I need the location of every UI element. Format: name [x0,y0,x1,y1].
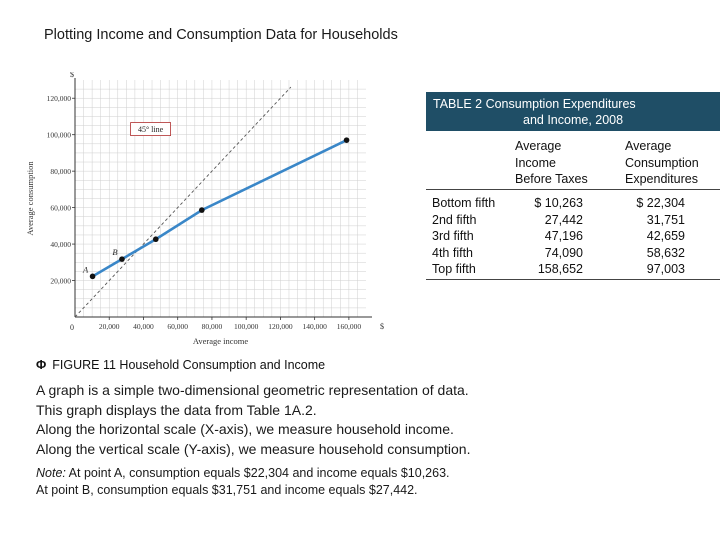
data-series-line [91,138,348,278]
table-cell-consumption: 97,003 [646,262,685,276]
description: A graph is a simple two-dimensional geom… [36,381,471,459]
table-title-line1: TABLE 2 Consumption Expenditures [433,97,636,111]
description-line: This graph displays the data from Table … [36,401,317,418]
x-axis-label: Average income [193,336,249,346]
description-line: Along the vertical scale (Y-axis), we me… [36,440,471,457]
description-line: A graph is a simple two-dimensional geom… [36,382,469,398]
note-line1-text: At point A, consumption equals $22,304 a… [65,466,450,480]
y-tick-label: 60,000 [50,204,71,213]
table-cell-consumption: 31,751 [646,212,685,227]
table-row-label: 3rd fifth [432,229,474,243]
table-row-label: 4th fifth [432,245,473,260]
y-tick-label: 80,000 [50,167,71,176]
reference-line-label-box [130,122,171,136]
reference-line-45 [74,86,292,318]
y-tick-label: 120,000 [47,94,72,103]
y-axis-label: Average consumption [25,161,35,236]
data-point [343,137,350,143]
origin-label: 0 [70,323,74,332]
figure-symbol: Φ [36,358,47,372]
x-tick-label: 60,000 [167,322,188,331]
column-header-income-line: Income [515,155,556,170]
data-point [89,273,96,280]
table-cell-income: $ 10,263 [534,196,583,210]
table-cell-income: 158,652 [537,262,583,276]
table-title-line2: and Income, 2008 [523,113,624,127]
column-header-consumption-line: Consumption [625,155,699,170]
note-line: Note: At point A, consumption equals $22… [36,465,450,482]
table-cell-consumption: $ 22,304 [636,196,685,210]
table-rule-bottom [426,279,720,280]
table-row-label: Bottom fifth [432,196,496,210]
x-tick-label: 140,000 [302,322,327,331]
column-header-income-line: Average [515,139,562,153]
x-axis-unit: $ [380,322,384,331]
x-tick-label: 160,000 [337,322,362,331]
table-cell-income: 74,090 [544,245,583,260]
data-point [199,207,205,213]
column-header-consumption-line: Expenditures [625,172,698,186]
chart-svg: $ $0 20,000 40,000 60,000 80,000 100,000 120,00… [25,70,384,346]
table-row-label: Top fifth [432,262,476,276]
table-cell-income: 27,442 [544,212,583,227]
table-cell-income: 47,196 [544,229,583,243]
y-tick-label: 100,000 [47,131,72,140]
x-tick-label: 40,000 [133,322,154,331]
x-tick-label: 100,000 [234,322,259,331]
note: Note: At point A, consumption equals $22… [36,465,450,498]
point-label: B [112,247,117,257]
table-cell-consumption: 58,632 [646,245,685,260]
data-point [119,256,125,262]
figure-caption: Φ FIGURE 11 Household Consumption and Inc… [36,358,325,372]
reference-line-label: 45° line [138,125,164,134]
data-point [152,236,159,243]
column-header-consumption: Average Consumption Expenditures [625,138,699,188]
y-axis-unit: $ [70,72,74,79]
figure-caption-text: FIGURE 11 Household Consumption and Inco… [52,358,326,372]
description-line: Along the horizontal scale (X-axis), we … [36,421,454,437]
y-tick-label: 20,000 [50,277,71,286]
table-header: TABLE 2 Consumption Expenditures and Inc… [426,92,720,131]
table-cell-consumption: 42,659 [646,229,685,243]
table-row-label: 2nd fifth [432,212,477,227]
note-label: Note: [36,466,66,480]
column-header-income: Average Income Before Taxes [515,138,588,188]
x-tick-label: 20,000 [99,322,120,331]
x-tick-label: 80,000 [202,322,223,331]
table-rule-top [426,189,720,190]
income-consumption-chart: $ $0 20,000 40,000 60,000 80,000 100,000 120,00… [22,70,392,352]
note-line: At point B, consumption equals $31,751 a… [36,482,418,497]
column-header-income-line: Before Taxes [515,172,588,186]
y-tick-label: 40,000 [50,240,71,249]
column-header-consumption-line: Average [625,139,672,153]
x-tick-label: 120,000 [268,322,293,331]
point-label: A [82,264,89,274]
slide-title: Plotting Income and Consumption Data for… [44,27,398,43]
